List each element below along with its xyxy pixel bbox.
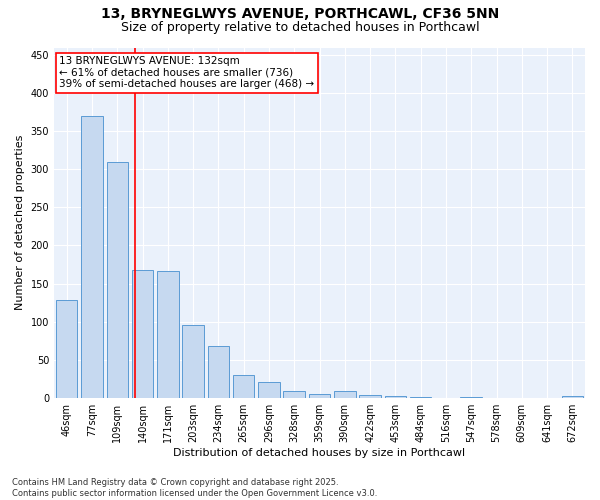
Bar bbox=[385, 396, 406, 398]
Bar bbox=[410, 397, 431, 398]
Bar bbox=[309, 394, 330, 398]
Bar bbox=[460, 397, 482, 398]
Bar bbox=[334, 391, 356, 398]
Bar bbox=[182, 326, 204, 398]
Bar bbox=[283, 391, 305, 398]
Bar bbox=[258, 382, 280, 398]
Bar bbox=[233, 375, 254, 398]
Bar bbox=[81, 116, 103, 398]
Bar bbox=[208, 346, 229, 398]
Text: 13, BRYNEGLWYS AVENUE, PORTHCAWL, CF36 5NN: 13, BRYNEGLWYS AVENUE, PORTHCAWL, CF36 5… bbox=[101, 8, 499, 22]
Bar bbox=[157, 270, 179, 398]
Text: Size of property relative to detached houses in Porthcawl: Size of property relative to detached ho… bbox=[121, 21, 479, 34]
Y-axis label: Number of detached properties: Number of detached properties bbox=[15, 135, 25, 310]
Bar bbox=[132, 270, 153, 398]
Text: 13 BRYNEGLWYS AVENUE: 132sqm
← 61% of detached houses are smaller (736)
39% of s: 13 BRYNEGLWYS AVENUE: 132sqm ← 61% of de… bbox=[59, 56, 314, 90]
Text: Contains HM Land Registry data © Crown copyright and database right 2025.
Contai: Contains HM Land Registry data © Crown c… bbox=[12, 478, 377, 498]
Bar bbox=[107, 162, 128, 398]
Bar bbox=[359, 396, 381, 398]
X-axis label: Distribution of detached houses by size in Porthcawl: Distribution of detached houses by size … bbox=[173, 448, 466, 458]
Bar bbox=[562, 396, 583, 398]
Bar bbox=[56, 300, 77, 398]
